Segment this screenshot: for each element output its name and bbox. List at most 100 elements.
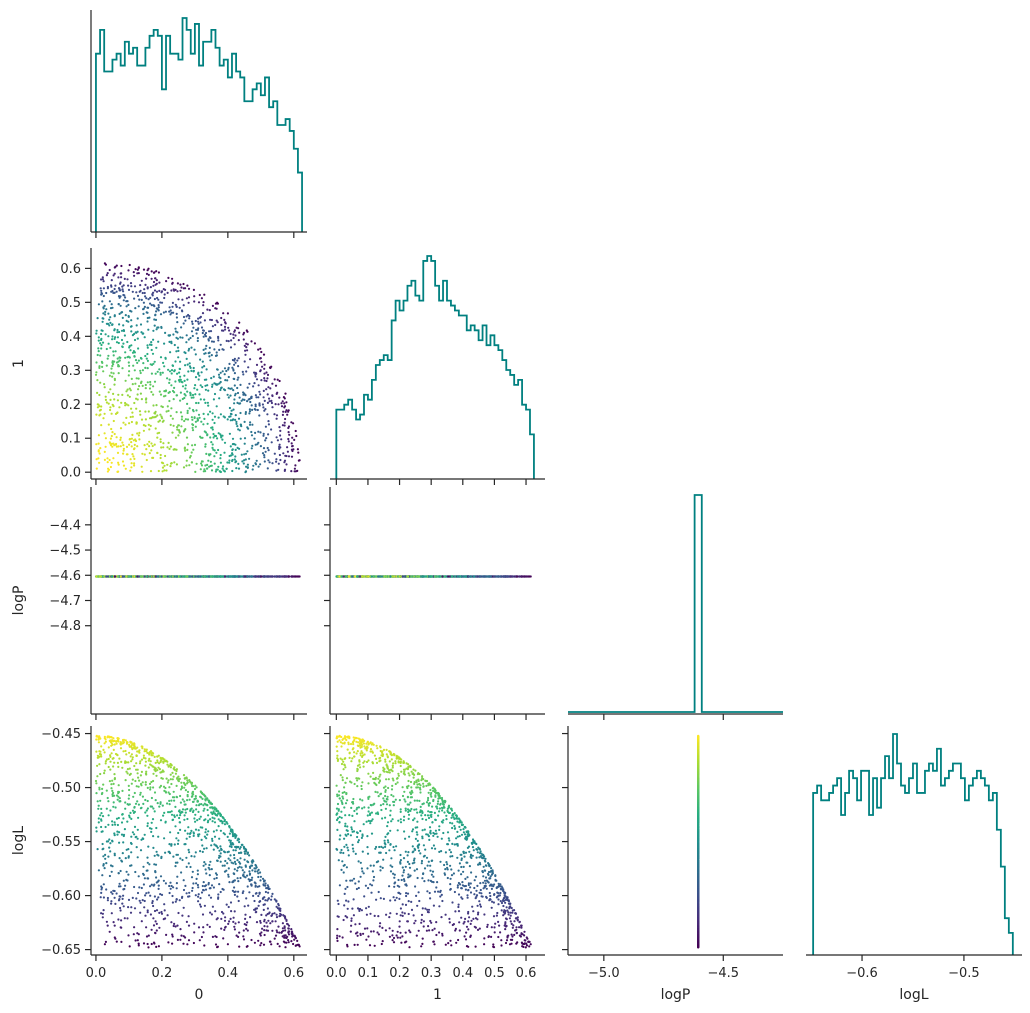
scatter-point: [271, 575, 274, 578]
scatter-point: [456, 575, 459, 578]
scatter-point: [110, 461, 113, 464]
scatter-point: [244, 412, 247, 415]
scatter-point: [227, 396, 230, 399]
scatter-point: [495, 575, 498, 578]
scatter-point: [208, 309, 211, 312]
histogram-0: [95, 17, 303, 232]
y-tick-label: 0.1: [60, 432, 81, 447]
scatter-point: [232, 369, 235, 372]
scatter-point: [111, 575, 114, 578]
scatter-point: [179, 391, 182, 394]
scatter-point: [243, 575, 246, 578]
scatter-point: [127, 361, 130, 364]
scatter-point: [509, 575, 512, 578]
scatter-point: [103, 412, 106, 415]
scatter-point: [246, 450, 249, 453]
scatter-point: [152, 385, 155, 388]
scatter-point: [107, 354, 110, 357]
scatter-point: [101, 300, 104, 303]
scatter-point: [147, 423, 150, 426]
scatter-point: [115, 436, 118, 439]
scatter-point: [127, 314, 130, 318]
scatter-point: [202, 423, 205, 426]
scatter-point: [183, 374, 186, 377]
scatter-point: [136, 393, 139, 396]
scatter-point: [147, 273, 150, 276]
scatter-point: [190, 451, 193, 454]
scatter-point: [174, 327, 177, 330]
scatter-point: [282, 396, 285, 399]
scatter-point: [191, 423, 194, 426]
scatter-point: [284, 410, 287, 413]
scatter-point: [170, 372, 173, 375]
scatter-point: [159, 438, 162, 441]
scatter-point: [199, 384, 202, 387]
scatter-point: [125, 416, 128, 419]
scatter-point: [111, 338, 114, 341]
scatter-point: [294, 575, 297, 578]
scatter-point: [149, 286, 152, 289]
scatter-point: [177, 356, 180, 359]
scatter-point: [260, 350, 263, 354]
scatter-point: [116, 357, 119, 360]
scatter-point: [217, 416, 220, 419]
scatter-point: [148, 387, 152, 390]
scatter-point: [186, 378, 189, 381]
scatter-point: [215, 935, 218, 939]
scatter-point: [176, 337, 179, 340]
scatter-point: [227, 387, 230, 390]
scatter-point: [191, 334, 194, 338]
scatter-point: [145, 272, 149, 275]
scatter-point: [273, 452, 276, 455]
scatter-point: [223, 373, 226, 376]
scatter-point: [130, 466, 133, 469]
scatter-point: [153, 305, 156, 308]
scatter-point: [186, 575, 189, 578]
scatter-point: [254, 371, 257, 374]
scatter-point: [96, 764, 99, 767]
scatter-point: [279, 434, 282, 437]
scatter-point: [119, 304, 122, 307]
scatter-point: [152, 362, 155, 365]
scatter-point: [250, 447, 253, 450]
scatter-point: [137, 816, 140, 819]
scatter-point: [243, 392, 246, 395]
scatter-point: [161, 466, 165, 469]
scatter-point: [149, 296, 152, 299]
scatter-point: [208, 454, 211, 457]
scatter-point: [267, 459, 270, 462]
scatter-point: [129, 389, 132, 392]
scatter-point: [136, 445, 139, 448]
scatter-point: [162, 462, 165, 465]
scatter-point: [139, 392, 142, 395]
scatter-point: [105, 347, 108, 351]
scatter-point: [194, 376, 198, 379]
scatter-point: [113, 444, 116, 447]
scatter-point: [103, 450, 106, 453]
scatter-point: [147, 410, 150, 413]
scatter-point: [167, 276, 170, 279]
scatter-point: [164, 331, 167, 334]
scatter-point: [131, 453, 134, 456]
scatter-point: [206, 422, 209, 425]
scatter-point: [97, 450, 100, 453]
scatter-point: [196, 337, 199, 340]
scatter-point: [189, 392, 192, 395]
scatter-point: [191, 575, 194, 578]
scatter-point: [113, 378, 116, 382]
scatter-point: [209, 464, 212, 468]
scatter-point: [250, 575, 253, 578]
scatter-point: [209, 460, 212, 463]
scatter-point: [154, 318, 158, 321]
scatter-point: [158, 289, 161, 292]
scatter-point: [184, 387, 187, 390]
scatter-point: [156, 436, 159, 439]
scatter-point: [140, 758, 144, 761]
scatter-point: [237, 365, 240, 368]
scatter-point: [248, 412, 251, 415]
scatter-point: [258, 404, 261, 407]
scatter-point: [117, 872, 120, 875]
scatter-point: [223, 367, 227, 370]
scatter-point: [275, 575, 278, 578]
scatter-point: [291, 445, 294, 448]
